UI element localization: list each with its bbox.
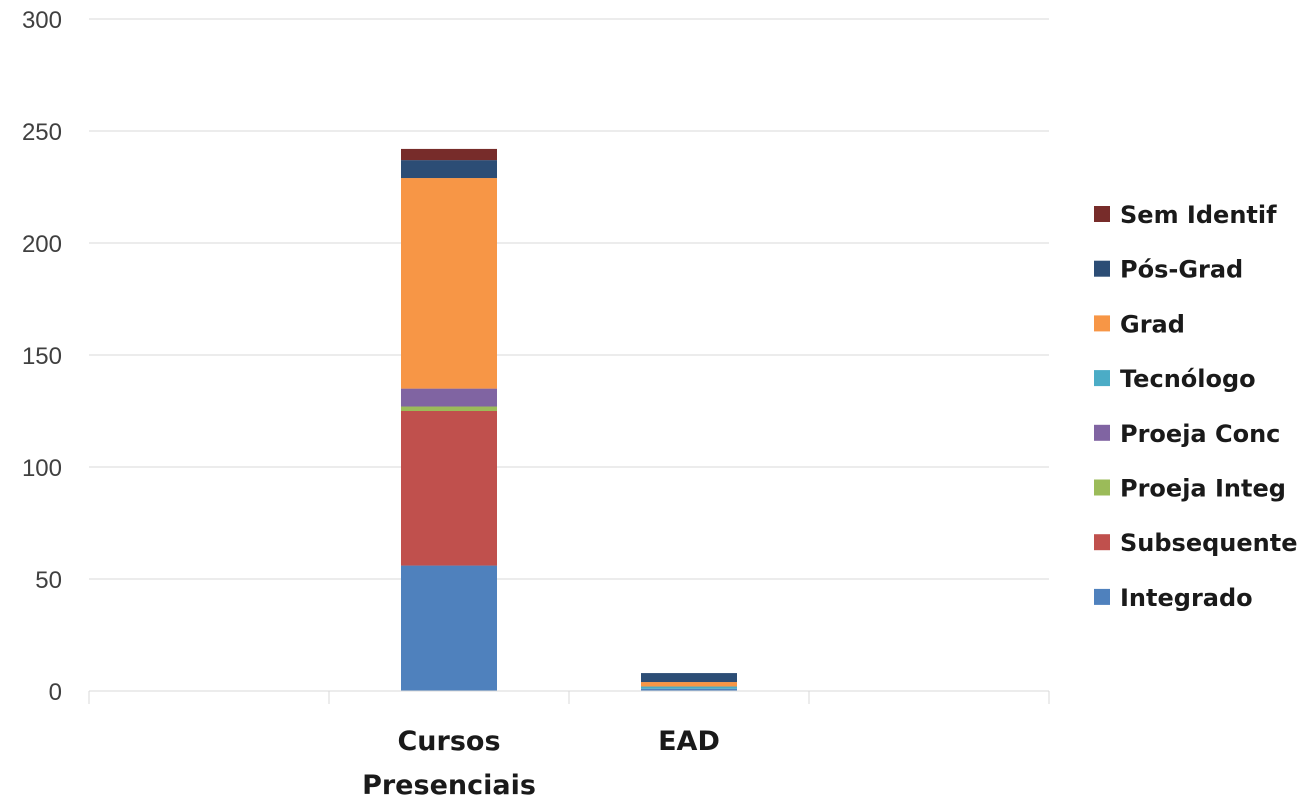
bar-segment <box>401 565 497 691</box>
legend-swatch <box>1094 479 1110 496</box>
gridlines <box>89 18 1049 580</box>
legend-label: Subsequente <box>1120 529 1298 557</box>
bar-segment <box>401 406 497 411</box>
legend-item: Proeja Integ <box>1094 475 1286 503</box>
bar-segment <box>401 160 497 179</box>
y-tick-label: 100 <box>22 455 62 482</box>
legend-item: Pós-Grad <box>1094 256 1243 284</box>
x-category-label: Presenciais <box>362 770 536 799</box>
legend-label: Proeja Integ <box>1120 475 1286 503</box>
bar-segment <box>401 148 497 161</box>
legend-swatch <box>1094 206 1110 222</box>
x-category-label: Cursos <box>397 726 500 757</box>
x-category-label: EAD <box>658 726 720 757</box>
bars <box>401 148 737 691</box>
y-tick-label: 200 <box>22 231 62 258</box>
legend-label: Pós-Grad <box>1120 256 1243 284</box>
y-tick-label: 0 <box>49 679 62 706</box>
legend-swatch <box>1094 315 1110 332</box>
y-axis: 0 50 100 150 200 250 300 <box>22 7 62 706</box>
x-axis: Cursos Presenciais EAD <box>88 690 1050 799</box>
bar-segment <box>401 388 497 407</box>
legend-label: Proeja Conc <box>1120 420 1280 448</box>
bar-segment <box>401 178 497 389</box>
y-tick-label: 250 <box>22 119 62 146</box>
legend-item: Proeja Conc <box>1094 420 1280 448</box>
legend-item: Subsequente <box>1094 529 1298 557</box>
legend-swatch <box>1094 534 1110 551</box>
legend-label: Tecnólogo <box>1120 365 1256 393</box>
legend-swatch <box>1094 588 1110 605</box>
bar-segment <box>641 673 737 683</box>
legend-label: Sem Identif <box>1120 201 1277 229</box>
bar-segment <box>401 411 497 566</box>
bar-segment <box>641 686 737 689</box>
legend-label: Grad <box>1120 310 1185 338</box>
legend-item: Grad <box>1094 310 1185 338</box>
legend-swatch <box>1094 424 1110 441</box>
y-tick-label: 300 <box>22 7 62 34</box>
legend-item: Tecnólogo <box>1094 365 1256 393</box>
legend-swatch <box>1094 260 1110 277</box>
legend: Sem Identif Pós-Grad Grad Tecnólogo Proeja C… <box>1094 201 1298 612</box>
legend-item: Sem Identif <box>1094 201 1277 229</box>
legend-swatch <box>1094 370 1110 387</box>
y-tick-label: 150 <box>22 343 62 370</box>
legend-label: Integrado <box>1120 584 1253 612</box>
bar-segment <box>641 688 737 691</box>
bar-segment <box>641 682 737 687</box>
y-tick-label: 50 <box>35 567 62 594</box>
legend-item: Integrado <box>1094 584 1253 612</box>
